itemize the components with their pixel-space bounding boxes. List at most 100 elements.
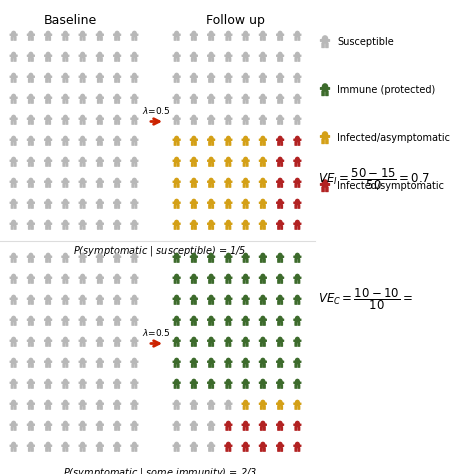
Circle shape	[80, 157, 85, 162]
Circle shape	[11, 199, 16, 204]
Circle shape	[191, 31, 196, 36]
FancyBboxPatch shape	[207, 160, 215, 162]
FancyBboxPatch shape	[173, 204, 177, 209]
Circle shape	[174, 73, 179, 78]
FancyBboxPatch shape	[9, 181, 18, 183]
FancyBboxPatch shape	[295, 339, 300, 343]
Circle shape	[80, 379, 85, 383]
FancyBboxPatch shape	[11, 96, 16, 100]
Circle shape	[11, 379, 16, 383]
FancyBboxPatch shape	[276, 276, 284, 279]
FancyBboxPatch shape	[113, 201, 121, 204]
Circle shape	[243, 400, 248, 405]
FancyBboxPatch shape	[209, 444, 214, 448]
FancyBboxPatch shape	[276, 55, 284, 57]
FancyBboxPatch shape	[228, 427, 231, 431]
FancyBboxPatch shape	[44, 255, 52, 258]
FancyBboxPatch shape	[243, 36, 246, 41]
FancyBboxPatch shape	[242, 181, 250, 183]
FancyBboxPatch shape	[114, 447, 117, 452]
FancyBboxPatch shape	[174, 180, 179, 184]
Circle shape	[28, 420, 33, 426]
FancyBboxPatch shape	[277, 423, 283, 428]
FancyBboxPatch shape	[173, 141, 177, 146]
FancyBboxPatch shape	[260, 384, 263, 389]
FancyBboxPatch shape	[173, 138, 181, 141]
FancyBboxPatch shape	[27, 97, 35, 99]
FancyBboxPatch shape	[194, 57, 197, 62]
FancyBboxPatch shape	[277, 279, 280, 284]
Circle shape	[191, 442, 196, 447]
FancyBboxPatch shape	[259, 255, 267, 258]
FancyBboxPatch shape	[209, 381, 214, 385]
FancyBboxPatch shape	[28, 180, 34, 184]
FancyBboxPatch shape	[45, 204, 48, 209]
FancyBboxPatch shape	[80, 120, 82, 125]
FancyBboxPatch shape	[191, 180, 197, 184]
Circle shape	[80, 273, 85, 279]
FancyBboxPatch shape	[207, 361, 215, 363]
FancyBboxPatch shape	[174, 222, 179, 227]
FancyBboxPatch shape	[209, 318, 214, 322]
FancyBboxPatch shape	[9, 118, 18, 120]
FancyBboxPatch shape	[173, 118, 181, 120]
FancyBboxPatch shape	[190, 445, 198, 447]
FancyBboxPatch shape	[263, 279, 266, 284]
FancyBboxPatch shape	[63, 183, 65, 188]
FancyBboxPatch shape	[11, 276, 16, 281]
Circle shape	[209, 400, 214, 405]
FancyBboxPatch shape	[242, 138, 250, 141]
FancyBboxPatch shape	[65, 204, 68, 209]
FancyBboxPatch shape	[45, 405, 48, 410]
Circle shape	[209, 115, 214, 119]
FancyBboxPatch shape	[28, 100, 31, 104]
FancyBboxPatch shape	[243, 225, 246, 230]
FancyBboxPatch shape	[295, 54, 300, 58]
FancyBboxPatch shape	[96, 424, 104, 426]
FancyBboxPatch shape	[173, 405, 177, 410]
FancyBboxPatch shape	[46, 33, 51, 37]
FancyBboxPatch shape	[277, 255, 283, 259]
FancyBboxPatch shape	[260, 141, 263, 146]
FancyBboxPatch shape	[115, 138, 120, 142]
FancyBboxPatch shape	[260, 342, 263, 347]
Circle shape	[295, 273, 300, 279]
FancyBboxPatch shape	[10, 279, 14, 284]
FancyBboxPatch shape	[61, 339, 70, 342]
Circle shape	[191, 316, 196, 320]
FancyBboxPatch shape	[97, 301, 100, 305]
FancyBboxPatch shape	[277, 405, 280, 410]
FancyBboxPatch shape	[9, 298, 18, 300]
FancyBboxPatch shape	[226, 364, 228, 368]
FancyBboxPatch shape	[45, 258, 48, 263]
FancyBboxPatch shape	[224, 34, 232, 36]
FancyBboxPatch shape	[190, 222, 198, 225]
FancyBboxPatch shape	[174, 297, 179, 301]
FancyBboxPatch shape	[173, 222, 181, 225]
FancyBboxPatch shape	[243, 402, 248, 406]
FancyBboxPatch shape	[63, 96, 68, 100]
Circle shape	[132, 442, 137, 447]
FancyBboxPatch shape	[14, 258, 17, 263]
FancyBboxPatch shape	[114, 183, 117, 188]
FancyBboxPatch shape	[293, 424, 301, 426]
FancyBboxPatch shape	[263, 57, 266, 62]
FancyBboxPatch shape	[115, 255, 120, 259]
FancyBboxPatch shape	[277, 301, 280, 305]
Circle shape	[243, 178, 248, 182]
FancyBboxPatch shape	[44, 298, 52, 300]
FancyBboxPatch shape	[28, 427, 31, 431]
Circle shape	[226, 178, 231, 182]
FancyBboxPatch shape	[31, 321, 34, 326]
FancyBboxPatch shape	[11, 201, 16, 205]
FancyBboxPatch shape	[80, 75, 85, 79]
Text: Follow up: Follow up	[206, 14, 264, 27]
FancyBboxPatch shape	[209, 33, 214, 37]
FancyBboxPatch shape	[228, 342, 231, 347]
FancyBboxPatch shape	[14, 183, 17, 188]
FancyBboxPatch shape	[277, 120, 280, 125]
FancyBboxPatch shape	[65, 57, 68, 62]
Circle shape	[260, 219, 265, 225]
FancyBboxPatch shape	[174, 201, 179, 205]
Circle shape	[28, 157, 33, 162]
